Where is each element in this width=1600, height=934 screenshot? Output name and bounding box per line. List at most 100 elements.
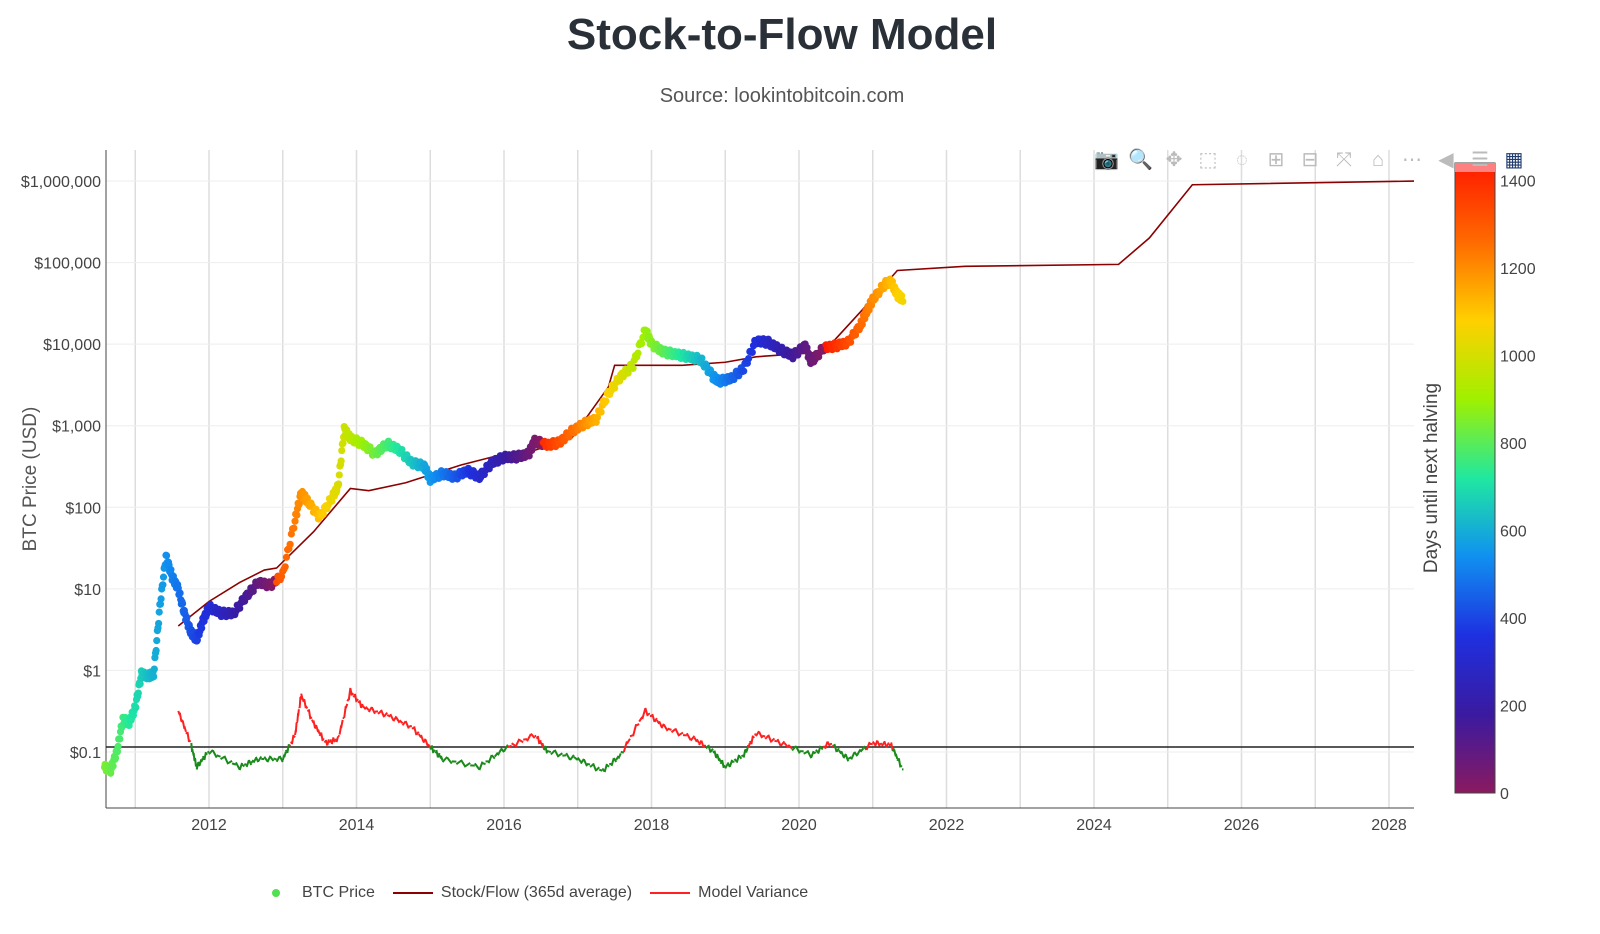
variance-segment <box>275 755 281 763</box>
variance-segment <box>353 693 358 703</box>
reset-axes-icon[interactable]: ⌂ <box>1371 149 1385 171</box>
variance-segment <box>292 734 296 739</box>
box-select-icon[interactable]: ⬚ <box>1198 149 1218 171</box>
variance-segment <box>731 760 735 764</box>
variance-segment <box>455 760 462 765</box>
hover-closest-icon[interactable]: ◀ <box>1438 149 1454 171</box>
variance-segment <box>829 742 833 746</box>
variance-segment <box>278 755 284 763</box>
variance-segment <box>620 750 625 754</box>
variance-segment <box>890 742 894 751</box>
variance-segment <box>660 723 665 729</box>
variance-segment <box>257 755 263 763</box>
variance-segment <box>595 766 600 771</box>
pan-icon[interactable]: ✥ <box>1165 149 1183 171</box>
autoscale-icon[interactable]: ⤧ <box>1336 149 1352 171</box>
y-tick-label: $10,000 <box>43 337 101 354</box>
variance-segment <box>658 720 663 728</box>
variance-segment <box>647 712 651 716</box>
camera-icon[interactable]: 📷 <box>1094 149 1119 171</box>
variance-segment <box>562 754 567 757</box>
chart-subtitle: Source: lookintobitcoin.com <box>659 85 905 107</box>
legend-item-btc-price[interactable]: BTC Price <box>258 884 375 902</box>
variance-segment <box>767 734 773 743</box>
hover-compare-icon[interactable]: ☰ <box>1471 149 1489 171</box>
variance-segment <box>755 730 760 737</box>
btc-price-point <box>153 636 161 645</box>
variance-segment <box>514 738 521 748</box>
colorbar-tick-label: 800 <box>1500 436 1527 453</box>
variance-segment <box>283 751 287 758</box>
colorbar-tick-label: 0 <box>1500 786 1509 803</box>
y-tick-label: $100 <box>65 500 101 517</box>
variance-segment <box>460 759 467 768</box>
variance-segment <box>208 749 214 755</box>
variance-segment <box>351 692 355 696</box>
variance-segment <box>856 748 862 756</box>
variance-segment <box>550 749 556 756</box>
x-tick-label: 2020 <box>781 817 817 834</box>
variance-segment <box>404 720 410 729</box>
btc-price-point <box>156 600 165 608</box>
variance-segment <box>835 747 840 753</box>
variance-segment <box>813 751 817 755</box>
variance-segment <box>569 754 575 761</box>
variance-segment <box>891 747 896 752</box>
variance-segment <box>844 754 850 762</box>
legend-item-stock-flow[interactable]: Stock/Flow (365d average) <box>392 884 632 902</box>
variance-segment <box>490 754 496 760</box>
variance-segment <box>693 737 698 743</box>
colorbar-tick-label: 1200 <box>1500 261 1536 278</box>
lasso-select-icon[interactable]: ◌ <box>1236 149 1248 171</box>
variance-segment <box>370 706 376 715</box>
plotly-logo-icon[interactable]: ▦ <box>1504 149 1524 171</box>
y-tick-label: $100,000 <box>34 256 101 273</box>
zoom-icon[interactable]: 🔍 <box>1128 149 1153 171</box>
variance-segment <box>422 738 427 744</box>
spike-lines-icon[interactable]: ⋯ <box>1402 149 1422 171</box>
btc-price-point <box>132 703 140 711</box>
btc-price-point <box>338 446 346 455</box>
variance-segment <box>899 764 903 768</box>
legend-item-model-variance[interactable]: Model Variance <box>650 884 808 902</box>
variance-segment <box>511 742 517 747</box>
btc-price-point <box>159 573 168 581</box>
variance-segment <box>241 763 246 768</box>
btc-price-point <box>634 349 642 357</box>
variance-segment <box>295 721 299 724</box>
variance-segment <box>273 757 277 761</box>
x-tick-label: 2022 <box>929 817 965 834</box>
btc-price-point <box>176 589 184 597</box>
btc-price-point <box>745 354 753 363</box>
btc-price-point <box>109 762 117 770</box>
variance-segment <box>617 752 622 760</box>
variance-segment <box>670 728 676 734</box>
zoom-in-icon[interactable]: ⊞ <box>1267 149 1285 171</box>
variance-segment <box>518 739 524 744</box>
btc-price-point <box>159 581 167 589</box>
btc-price-point <box>291 517 299 525</box>
zoom-out-icon[interactable]: ⊟ <box>1301 149 1319 171</box>
variance-segment <box>220 756 225 760</box>
btc-price-point <box>337 457 345 465</box>
variance-segment <box>248 759 253 766</box>
btc-price-point <box>611 384 619 392</box>
stock-flow-line <box>177 180 1414 627</box>
variance-segment <box>200 757 204 763</box>
btc-price-point <box>898 292 906 300</box>
variance-segment <box>398 719 404 724</box>
variance-segment <box>606 764 610 768</box>
btc-price-point <box>339 439 347 447</box>
btc-price-point <box>183 613 191 621</box>
btc-price-point <box>150 665 158 673</box>
variance-segment <box>493 752 499 758</box>
dot-icon <box>272 889 280 897</box>
variance-segment <box>440 755 444 761</box>
legend-label: BTC Price <box>302 884 375 901</box>
variance-segment <box>695 738 701 744</box>
btc-price-point <box>597 408 605 416</box>
btc-price-point <box>111 754 120 762</box>
btc-price-point <box>740 367 748 375</box>
x-tick-label: 2016 <box>486 817 522 834</box>
